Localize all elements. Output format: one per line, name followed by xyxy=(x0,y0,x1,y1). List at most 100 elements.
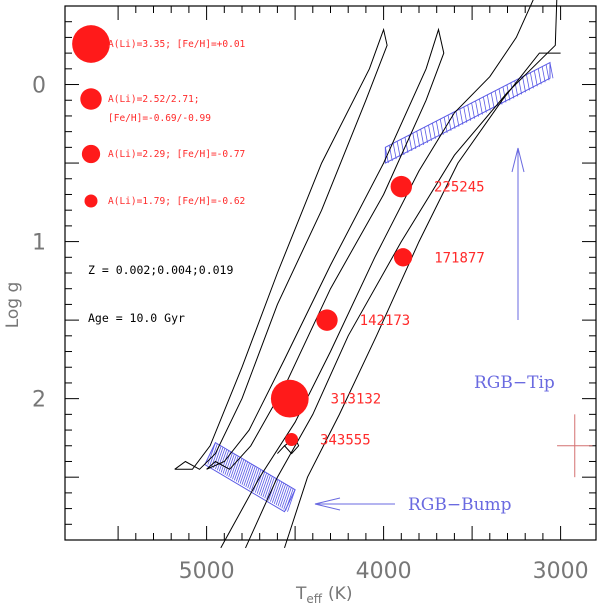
band-hatch xyxy=(522,76,526,93)
star-marker xyxy=(393,248,413,267)
band-hatch xyxy=(533,70,538,87)
band-hatch xyxy=(270,479,279,502)
band-hatch xyxy=(281,486,290,509)
metallicity-note: Z = 0.002;0.004;0.019 xyxy=(88,263,233,277)
isochrone-tracks xyxy=(174,0,561,549)
y-tick-label: 1 xyxy=(32,231,46,256)
legend-label: A(Li)=2.52/2.71; xyxy=(108,94,200,105)
error-bar xyxy=(557,414,593,478)
band-hatch xyxy=(424,127,428,143)
band-hatch xyxy=(224,452,233,475)
band-hatch xyxy=(241,462,250,485)
band-hatch xyxy=(455,110,460,127)
x-axis-title-main: T xyxy=(295,584,307,604)
band-hatch xyxy=(475,100,479,117)
band-hatch xyxy=(271,480,281,503)
legend-marker xyxy=(72,25,110,63)
band-hatch xyxy=(447,114,452,131)
axis-ticks: 5000 4000 3000 0 1 2 xyxy=(32,6,596,584)
band-hatch xyxy=(443,116,448,133)
hatched-regions xyxy=(204,61,554,513)
y-tick-label: 2 xyxy=(32,388,46,413)
star-label: 142173 xyxy=(360,313,411,329)
band-hatch xyxy=(287,489,296,512)
star-marker xyxy=(285,432,299,446)
band-hatch xyxy=(277,484,286,507)
band-hatch xyxy=(510,82,515,99)
band-hatch xyxy=(226,453,235,476)
legend-label: A(Li)=2.29; [Fe/H]=-0.77 xyxy=(108,149,245,160)
isochrone-line xyxy=(174,27,388,470)
legend-label: A(Li)=3.35; [Fe/H]=+0.01 xyxy=(108,39,246,50)
legend-label: A(Li)=1.79; [Fe/H]=-0.62 xyxy=(108,196,245,207)
band-hatch xyxy=(467,104,472,121)
band-hatch xyxy=(482,96,487,113)
rgb-bump-annotation: RGB−Bump xyxy=(314,495,512,515)
band-hatch xyxy=(392,143,397,160)
band-hatch xyxy=(412,133,417,149)
star-label: 171877 xyxy=(434,250,485,266)
star-markers: 225245 171877 142173 313132 343555 xyxy=(270,175,485,448)
rgb-tip-label: RGB−Tip xyxy=(474,373,555,393)
band-hatch xyxy=(266,477,275,500)
isochrone-line xyxy=(206,27,445,470)
band-hatch xyxy=(275,482,285,506)
band-hatch xyxy=(252,469,262,492)
rgb-bump-label: RGB−Bump xyxy=(408,495,512,515)
band-hatch xyxy=(239,461,249,484)
band-hatch xyxy=(459,108,464,125)
isochrone-line xyxy=(277,437,300,455)
x-tick-label: 3000 xyxy=(533,559,589,584)
band-outline xyxy=(384,61,551,164)
band-hatch xyxy=(396,141,401,158)
rgb-tip-arrow-head xyxy=(511,147,525,173)
x-axis-title-sub: eff xyxy=(306,592,322,606)
band-hatch xyxy=(388,145,393,162)
y-axis-title: Log g xyxy=(3,282,23,329)
star-label: 225245 xyxy=(434,180,485,196)
band-hatch xyxy=(249,467,258,490)
legend-marker xyxy=(84,194,98,208)
star-label: 343555 xyxy=(320,432,371,448)
band-hatch xyxy=(215,446,224,470)
band-hatch xyxy=(479,98,483,115)
band-hatch xyxy=(545,64,550,81)
band-hatch xyxy=(247,466,256,489)
rgb-bump-arrow-head xyxy=(314,497,341,511)
band-hatch xyxy=(207,442,216,465)
band-hatch xyxy=(428,125,432,141)
legend: A(Li)=3.35; [Fe/H]=+0.01 A(Li)=2.52/2.71;… xyxy=(72,25,246,208)
band-hatch xyxy=(218,449,228,472)
band-hatch xyxy=(237,460,247,483)
band-hatch xyxy=(216,448,226,471)
band-hatch xyxy=(264,476,273,499)
band-hatch xyxy=(471,102,475,119)
band-hatch xyxy=(235,459,245,482)
band-hatch xyxy=(420,129,425,145)
band-hatch xyxy=(537,68,542,85)
band-hatch xyxy=(243,463,252,487)
band-hatch xyxy=(262,475,271,498)
band-hatch xyxy=(486,94,491,111)
band-hatch xyxy=(279,485,288,508)
band-hatch xyxy=(256,471,266,494)
star-marker xyxy=(316,309,338,331)
band-hatch xyxy=(251,468,260,491)
x-tick-label: 5000 xyxy=(179,559,235,584)
band-hatch xyxy=(213,445,222,469)
band-hatch xyxy=(416,131,421,147)
rgb-tip-annotation: RGB−Tip xyxy=(474,147,555,393)
x-axis-title-unit: (K) xyxy=(328,584,352,604)
legend-marker xyxy=(80,88,102,110)
legend-marker xyxy=(81,144,101,164)
band-hatch xyxy=(490,92,495,109)
isochrone-line xyxy=(245,0,558,549)
star-label: 313132 xyxy=(331,392,382,408)
band-hatch xyxy=(230,455,239,479)
y-tick-label: 0 xyxy=(32,74,46,99)
band-hatch xyxy=(435,121,440,137)
band-hatch xyxy=(541,66,546,83)
band-hatch xyxy=(232,457,241,480)
star-marker xyxy=(270,379,309,418)
